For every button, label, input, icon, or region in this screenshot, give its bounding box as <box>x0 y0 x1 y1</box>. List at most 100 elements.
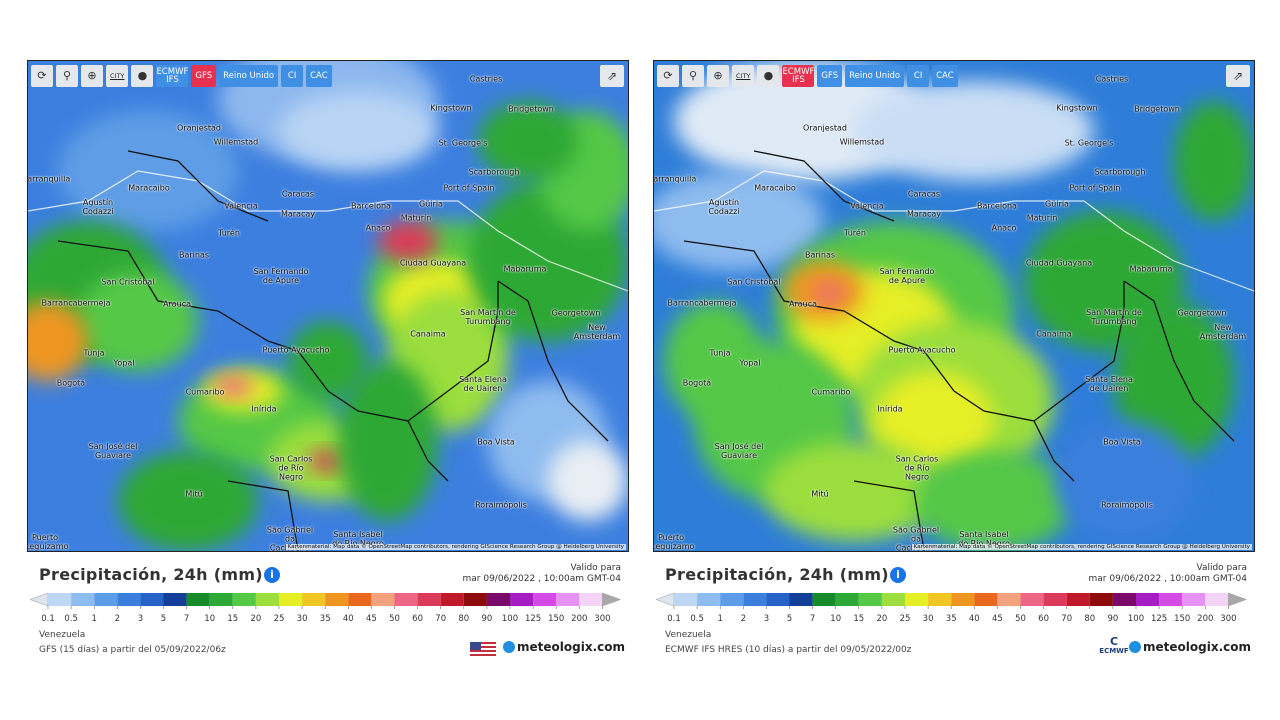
rain-area <box>288 321 368 401</box>
legend-swatch <box>1020 593 1044 606</box>
city-label: Santa Elena de Uairen <box>1085 375 1133 393</box>
legend-tick-label: 1 <box>91 614 96 624</box>
legend-swatch <box>1112 593 1136 606</box>
share-button[interactable]: ⇗ <box>1226 65 1250 87</box>
city-label: New Amsterdam <box>573 323 621 341</box>
map: Castries Kingstown Bridgetown Oranjestad Wil… <box>653 60 1255 552</box>
city-label: Bridgetown <box>1134 104 1180 114</box>
city-label: Puerto Ayacucho <box>262 345 330 355</box>
model-button[interactable]: CITY <box>106 65 129 87</box>
city-label: Turén <box>218 228 240 238</box>
legend-swatch <box>928 593 952 606</box>
model-button[interactable]: CAC <box>306 65 332 87</box>
legend-tick-label: 80 <box>1084 614 1095 624</box>
rain-area <box>814 283 844 303</box>
model-button[interactable]: GFS <box>191 65 217 87</box>
legend-tick-label: 7 <box>810 614 815 624</box>
legend-tick-label: 100 <box>1128 614 1144 624</box>
legend-swatch <box>905 593 929 606</box>
city-label: Inírida <box>877 404 903 414</box>
icon-button[interactable]: ⊕ <box>81 65 103 87</box>
city-label: Yopal <box>113 358 135 368</box>
city-label: Valencia <box>224 201 258 211</box>
model-button[interactable]: CAC <box>932 65 958 87</box>
legend-tick-label: 3 <box>138 614 143 624</box>
legend-tick-label: 3 <box>764 614 769 624</box>
legend-swatch <box>766 593 790 606</box>
city-label: Barrancabermeja <box>667 298 737 308</box>
legend-arrow-high <box>602 592 622 607</box>
city-label: Valencia <box>850 201 884 211</box>
model-button[interactable]: CI <box>281 65 304 87</box>
city-label: Boa Vista <box>477 437 515 447</box>
city-label: San José del Guaviare <box>88 442 138 460</box>
dot-button[interactable]: ● <box>757 65 780 87</box>
model-button[interactable]: GFS <box>817 65 843 87</box>
legend-tick-label: 0.5 <box>64 614 78 624</box>
model-button[interactable]: Reino Unido <box>219 65 279 87</box>
model-button[interactable]: CITY <box>732 65 755 87</box>
globe <box>503 641 515 653</box>
model-button[interactable]: CI <box>907 65 930 87</box>
city-label: Oranjestad <box>177 123 221 133</box>
legend-tick-label: 300 <box>1220 614 1236 624</box>
info-icon[interactable]: i <box>890 567 906 583</box>
icon-button[interactable]: ⊕ <box>707 65 729 87</box>
title: Precipitación, 24h (mm) <box>665 565 889 584</box>
icon-button[interactable]: ⚲ <box>682 65 704 87</box>
legend-tick-label: 35 <box>320 614 331 624</box>
dot-button[interactable]: ● <box>131 65 154 87</box>
model-button[interactable]: ECMWF IFS <box>156 65 189 87</box>
city-label: Port of Spain <box>1069 183 1121 193</box>
city-label: Oranjestad <box>803 123 847 133</box>
city-label: Santa Isabel do Rio Negro <box>958 530 1010 548</box>
brand: meteologix.com <box>1143 640 1251 654</box>
legend-tick-label: 200 <box>571 614 587 624</box>
legend-swatch <box>974 593 998 606</box>
attribution: Kartenmaterial: Map data © OpenStreetMap… <box>911 544 1252 550</box>
legend-tick-label: 30 <box>297 614 308 624</box>
legend-tick-label: 15 <box>853 614 864 624</box>
rain-area <box>1054 421 1194 541</box>
legend-swatch <box>440 593 464 606</box>
rain-area <box>914 451 1074 551</box>
rain-area <box>1174 101 1254 221</box>
city-label: Canaima <box>410 329 446 339</box>
city-label: Roraimópolis <box>1101 500 1153 510</box>
city-label: Scarborough <box>1094 167 1146 177</box>
legend-tick-label: 2 <box>115 614 120 624</box>
legend-arrow-high <box>1228 592 1248 607</box>
share-button[interactable]: ⇗ <box>600 65 624 87</box>
legend-tick-label: 60 <box>1038 614 1049 624</box>
model-button[interactable]: Reino Unido <box>845 65 905 87</box>
city-label: Ciudad Guayana <box>1025 258 1093 268</box>
country-border <box>57 150 609 551</box>
city-label: Port of Spain <box>443 183 495 193</box>
city-label: Cumaribo <box>811 387 851 397</box>
valid-label: Valido para <box>1196 563 1248 573</box>
legend-swatch <box>302 593 326 606</box>
icon-button[interactable]: ⟳ <box>657 65 679 87</box>
model-button[interactable]: ECMWF IFS <box>782 65 815 87</box>
legend-swatch <box>417 593 441 606</box>
icon-button[interactable]: ⚲ <box>56 65 78 87</box>
city-label: San Fernando de Apure <box>879 267 935 285</box>
legend-tick-label: 7 <box>184 614 189 624</box>
panel: Castries Kingstown Bridgetown Oranjestad Wil… <box>27 0 629 720</box>
city-label: Kingstown <box>1056 103 1098 113</box>
icon-button[interactable]: ⟳ <box>31 65 53 87</box>
legend-tick-label: 10 <box>830 614 841 624</box>
city-label: Güiria <box>419 199 443 209</box>
city-label: Anaco <box>991 223 1017 233</box>
legend-swatch <box>789 593 813 606</box>
legend-swatch <box>1136 593 1160 606</box>
info-icon[interactable]: i <box>264 567 280 583</box>
precipitation-field <box>28 61 628 551</box>
legend-swatch <box>1205 593 1229 606</box>
rain-area <box>478 101 578 181</box>
city-label: Puerto Ayacucho <box>888 345 956 355</box>
legend-tick-label: 70 <box>1061 614 1072 624</box>
legend-swatch <box>394 593 418 606</box>
city-label: Santa Isabel do Rio Negro <box>332 530 384 548</box>
